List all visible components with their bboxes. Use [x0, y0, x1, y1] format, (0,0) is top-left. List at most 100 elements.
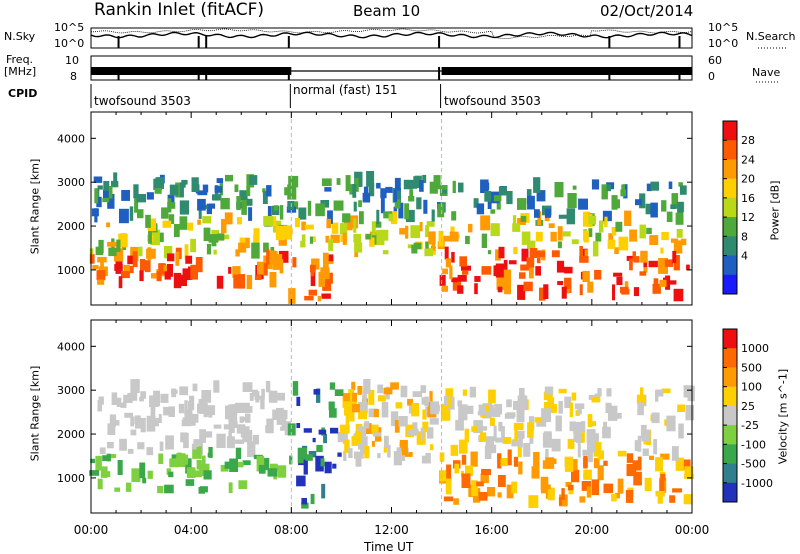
data-cell [322, 279, 332, 291]
x-axis-ticks: 00:00 04:00 08:00 12:00 16:00 20:00 00:00 [74, 523, 710, 537]
data-cell [376, 182, 381, 189]
data-cell [496, 200, 501, 210]
data-cell [571, 469, 580, 483]
data-cell [427, 427, 434, 439]
data-cell [542, 432, 552, 448]
data-cell [249, 175, 258, 185]
data-cell [390, 211, 398, 225]
data-cell [353, 201, 357, 212]
data-cell [342, 213, 351, 223]
data-cell [495, 263, 506, 278]
data-cell [90, 458, 96, 464]
data-cell [354, 178, 359, 192]
data-cell [497, 453, 502, 469]
data-cell [371, 424, 379, 435]
freq-drop-mark [197, 67, 200, 80]
data-cell [137, 246, 143, 257]
data-cell [601, 184, 608, 200]
data-cell [146, 192, 154, 200]
data-cell [441, 285, 448, 292]
data-cell [521, 231, 531, 245]
freq-label: Freq. [6, 53, 34, 66]
data-cell [579, 246, 583, 260]
data-cell [513, 422, 524, 431]
data-cell [666, 415, 676, 432]
data-cell [511, 439, 521, 447]
data-cell [480, 179, 489, 193]
data-cell [107, 441, 114, 449]
data-cell [527, 195, 535, 210]
data-cell [377, 384, 384, 394]
data-cell [431, 209, 435, 222]
data-cell [646, 183, 652, 192]
data-cell [517, 444, 522, 458]
data-cell [102, 197, 110, 203]
data-cell [333, 200, 344, 211]
data-cell [190, 238, 196, 253]
data-cell [537, 250, 541, 258]
data-cell [401, 440, 408, 456]
data-cell [433, 175, 441, 190]
data-cell [94, 208, 98, 223]
data-cell [223, 234, 230, 240]
data-cell [520, 215, 527, 222]
data-cell [633, 471, 642, 486]
y-tick-label: 1000 [57, 264, 85, 277]
data-cell [351, 381, 356, 391]
data-cell [352, 404, 360, 413]
data-cell [364, 421, 370, 429]
data-cell [405, 209, 415, 223]
data-cell [651, 412, 660, 424]
data-cell [107, 423, 116, 435]
data-cell [620, 286, 629, 294]
colorbar-swatch [723, 482, 737, 503]
nsearch-series-line [91, 28, 693, 39]
data-cell [577, 443, 581, 458]
data-cell [474, 276, 481, 282]
data-cell [534, 209, 540, 218]
nsky-drop-mark [197, 36, 200, 48]
data-cell [572, 185, 577, 190]
data-cell [461, 454, 467, 465]
data-cell [355, 431, 361, 444]
data-cell [626, 463, 637, 477]
data-cell [267, 468, 278, 477]
data-cell [501, 426, 505, 439]
data-cell [121, 190, 130, 201]
data-cell [660, 453, 670, 460]
data-cell [649, 455, 654, 460]
data-cell [569, 421, 576, 432]
data-cell [664, 259, 674, 267]
data-cell [287, 423, 296, 436]
data-cell [390, 382, 399, 390]
data-cell [655, 390, 659, 402]
data-cell [199, 429, 206, 443]
data-cell [603, 460, 608, 466]
data-cell [383, 387, 393, 395]
data-cell [559, 494, 568, 507]
colorbar-frame [722, 328, 738, 503]
data-cell [653, 439, 658, 455]
data-cell [111, 392, 118, 405]
data-cell [660, 473, 666, 481]
data-cell [518, 461, 523, 475]
data-cell [116, 239, 121, 252]
data-cell [238, 480, 248, 489]
data-cell [536, 420, 547, 427]
data-cell [438, 230, 444, 247]
data-cell [521, 248, 529, 262]
data-cell [97, 279, 105, 285]
data-cell [228, 266, 232, 274]
data-cell [394, 420, 400, 433]
data-cell [262, 191, 268, 204]
data-cell [579, 284, 583, 296]
data-cell [672, 446, 679, 461]
data-cell [376, 209, 380, 224]
data-cell [328, 254, 334, 262]
nave-tick-top: 60 [708, 54, 722, 67]
data-cell [107, 193, 115, 209]
data-cell [497, 492, 502, 498]
data-cell [551, 458, 557, 464]
data-cell [556, 260, 565, 273]
data-cell [410, 225, 421, 239]
